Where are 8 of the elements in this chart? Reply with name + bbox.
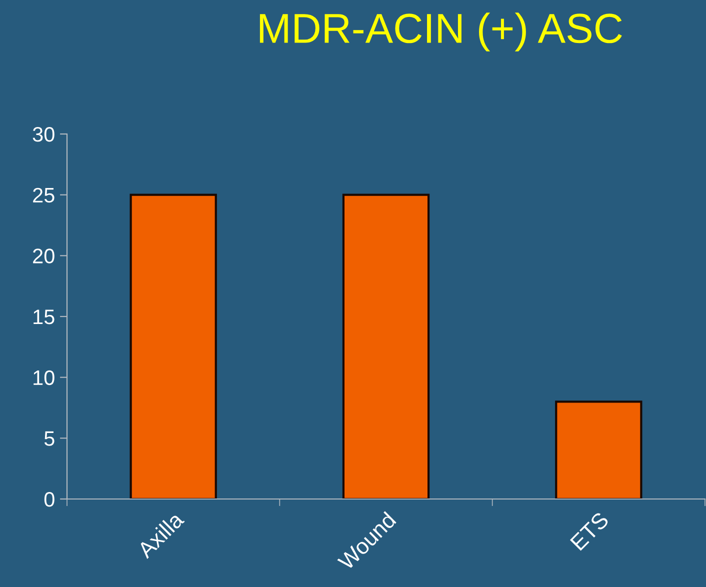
chart-title: MDR-ACIN (+) ASC — [260, 12, 622, 52]
y-tick-label: 10 — [34, 370, 54, 386]
y-tick-label: 5 — [44, 431, 54, 446]
y-tick-label: 30 — [32, 127, 54, 142]
y-tick-label: 15 — [34, 310, 54, 324]
y-tick-label: 20 — [33, 248, 54, 264]
y-tick-label: 0 — [44, 492, 54, 507]
y-tick-label: 25 — [33, 188, 54, 203]
